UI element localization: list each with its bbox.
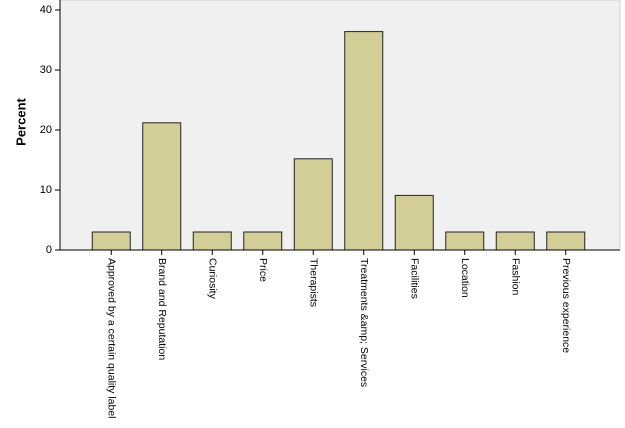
x-tick-label: Therapists xyxy=(307,258,319,307)
bar xyxy=(142,122,182,251)
x-tick-label: Facilities xyxy=(408,258,420,299)
x-tick-label: Price xyxy=(257,258,269,282)
bar xyxy=(546,231,586,251)
bar xyxy=(192,231,232,251)
bar xyxy=(445,231,485,251)
bar xyxy=(394,194,434,251)
bar xyxy=(243,231,283,251)
x-tick-label: Location xyxy=(459,258,471,298)
x-tick-label: Approved by a certain quality label xyxy=(105,258,117,419)
y-tick-label: 0 xyxy=(46,244,52,256)
x-tick-label: Fashion xyxy=(509,258,521,296)
bar xyxy=(293,158,333,251)
y-tick-label: 10 xyxy=(40,184,52,196)
y-axis-label: Percent xyxy=(13,97,28,145)
y-tick-label: 20 xyxy=(40,124,52,136)
bar xyxy=(344,31,384,251)
x-tick-label: Previous experience xyxy=(560,258,572,353)
y-tick-label: 40 xyxy=(40,4,52,16)
x-tick-label: Treatments &amp; Services xyxy=(358,258,370,387)
bar xyxy=(495,231,535,251)
bar xyxy=(91,231,131,251)
x-tick-label: Brand and Reputation xyxy=(156,258,168,360)
y-tick-label: 30 xyxy=(40,64,52,76)
x-tick-label: Curiosity xyxy=(206,258,218,300)
